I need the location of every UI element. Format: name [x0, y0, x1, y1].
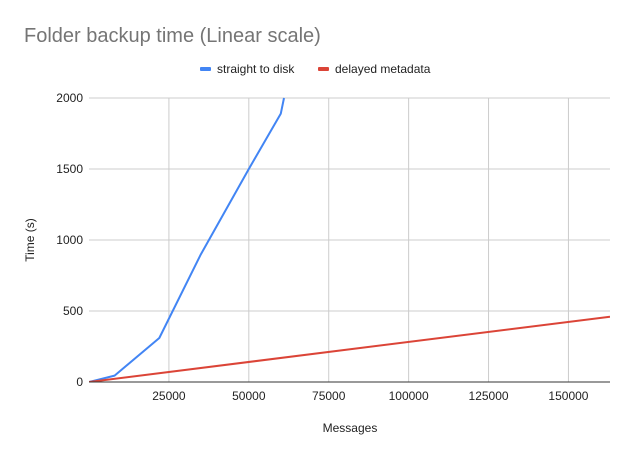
x-tick-label: 125000	[469, 389, 509, 403]
x-tick-label: 75000	[312, 389, 346, 403]
legend: straight to disk delayed metadata	[200, 62, 431, 76]
x-tick-label: 25000	[152, 389, 186, 403]
y-tick-label: 2000	[56, 91, 83, 105]
gridlines	[89, 97, 610, 382]
legend-label: straight to disk	[217, 62, 295, 76]
chart-title: Folder backup time (Linear scale)	[24, 25, 321, 47]
x-tick-label: 100000	[389, 389, 429, 403]
x-tick-label: 150000	[548, 389, 588, 403]
x-tick-label: 50000	[232, 389, 266, 403]
legend-label: delayed metadata	[335, 62, 431, 76]
x-axis-title: Messages	[323, 421, 378, 435]
legend-swatch	[318, 67, 329, 71]
legend-swatch	[200, 67, 211, 71]
y-tick-label: 500	[63, 304, 83, 318]
y-tick-label: 1500	[56, 162, 83, 176]
series-lines	[89, 97, 610, 382]
y-tick-label: 0	[76, 375, 83, 389]
series-line-delayed-metadata	[89, 315, 610, 382]
tick-labels: 0 500 1000 1500 2000 25000 50000 75000 100000 125…	[56, 91, 588, 403]
y-axis-title: Time (s)	[23, 218, 37, 262]
y-tick-label: 1000	[56, 233, 83, 247]
series-line-straight-to-disk	[89, 97, 285, 382]
